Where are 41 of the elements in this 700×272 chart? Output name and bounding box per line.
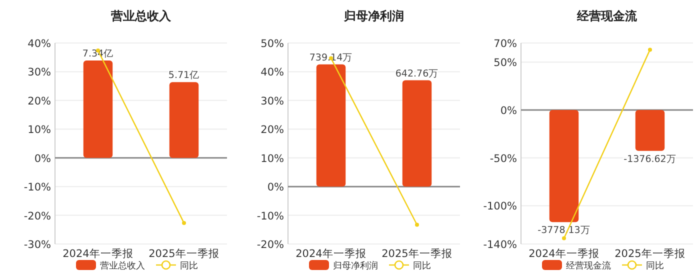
y-tick-label: 30% bbox=[260, 95, 284, 108]
data-label: 642.76万 bbox=[395, 68, 439, 80]
y-tick-label: 10% bbox=[260, 152, 284, 165]
data-label: 5.71亿 bbox=[168, 70, 200, 82]
chart-title: 营业总收入 bbox=[110, 9, 172, 23]
legend-label: 同比 bbox=[180, 260, 198, 272]
y-tick-label: -50% bbox=[490, 152, 518, 165]
y-tick-label: -10% bbox=[256, 210, 284, 222]
chart-title: 归母净利润 bbox=[343, 9, 404, 23]
data-label: 739.14万 bbox=[309, 52, 353, 64]
y-tick-label: 40% bbox=[28, 38, 52, 50]
y-tick-label: -30% bbox=[24, 239, 52, 251]
legend-label: 同比 bbox=[413, 260, 431, 272]
y-tick-label: 40% bbox=[260, 66, 284, 79]
legend-label: 经营现金流 bbox=[566, 260, 611, 272]
y-tick-label: -20% bbox=[24, 210, 52, 222]
y-tick-label: 0% bbox=[34, 152, 52, 165]
y-tick-label: 50% bbox=[260, 38, 284, 50]
y-tick-label: 70% bbox=[494, 38, 518, 50]
y-tick-label: -10% bbox=[24, 182, 52, 194]
y-tick-label: 20% bbox=[28, 95, 52, 108]
x-tick-label: 2025年一季报 bbox=[382, 247, 452, 260]
x-tick-label: 2025年一季报 bbox=[614, 247, 686, 260]
legend-label: 同比 bbox=[646, 260, 664, 272]
legend-label: 归母净利润 bbox=[333, 260, 378, 272]
chart-title: 经营现金流 bbox=[576, 9, 638, 23]
y-tick-label: -100% bbox=[483, 200, 518, 213]
legend-label: 营业总收入 bbox=[100, 260, 145, 272]
y-tick-label: 0% bbox=[267, 182, 284, 194]
y-tick-label: 50% bbox=[494, 57, 518, 70]
y-tick-label: 0% bbox=[500, 105, 518, 117]
y-tick-label: 20% bbox=[260, 124, 284, 136]
y-tick-label: -20% bbox=[256, 239, 284, 251]
x-tick-label: 2024年一季报 bbox=[62, 247, 134, 260]
data-label: -1376.62万 bbox=[624, 154, 676, 165]
y-tick-label: -140% bbox=[483, 239, 518, 251]
y-tick-label: 30% bbox=[28, 66, 52, 79]
x-tick-label: 2024年一季报 bbox=[296, 247, 366, 260]
x-tick-label: 2024年一季报 bbox=[528, 247, 600, 260]
y-tick-label: 10% bbox=[28, 124, 52, 136]
x-tick-label: 2025年一季报 bbox=[148, 247, 220, 260]
